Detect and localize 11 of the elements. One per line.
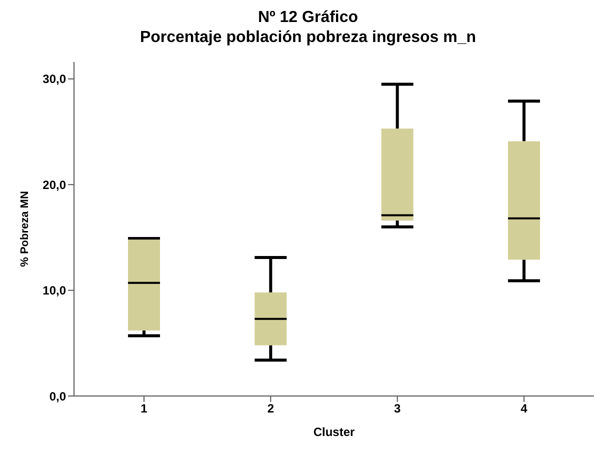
x-axis-title: Cluster	[313, 425, 355, 439]
y-tick-label: 10,0	[42, 284, 66, 298]
chart-title: Nº 12 Gráfico Porcentaje población pobreza ingresos m_n	[138, 8, 478, 48]
x-tick-label: 4	[520, 402, 528, 416]
y-tick-label: 30,0	[42, 72, 66, 86]
x-tick-label: 3	[394, 402, 401, 416]
y-tick-label: 20,0	[42, 178, 66, 192]
x-tick-label: 2	[267, 402, 274, 416]
y-axis-title: % Pobreza MN	[18, 191, 31, 267]
x-tick-label: 1	[140, 402, 148, 416]
y-tick-label: 0,0	[49, 389, 66, 404]
